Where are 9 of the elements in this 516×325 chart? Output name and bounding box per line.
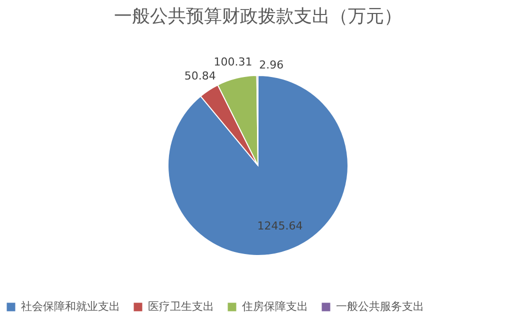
legend-label: 住房保障支出 bbox=[242, 300, 308, 313]
legend-label: 医疗卫生支出 bbox=[148, 300, 214, 313]
data-label: 50.84 bbox=[184, 70, 216, 83]
data-label: 2.96 bbox=[259, 58, 284, 72]
legend-label: 一般公共服务支出 bbox=[336, 300, 424, 313]
data-label: 100.31 bbox=[214, 56, 252, 68]
chart-title: 一般公共预算财政拨款支出（万元） bbox=[114, 6, 402, 27]
data-label: 1245.64 bbox=[257, 219, 303, 232]
legend-label: 社会保障和就业支出 bbox=[21, 300, 120, 313]
